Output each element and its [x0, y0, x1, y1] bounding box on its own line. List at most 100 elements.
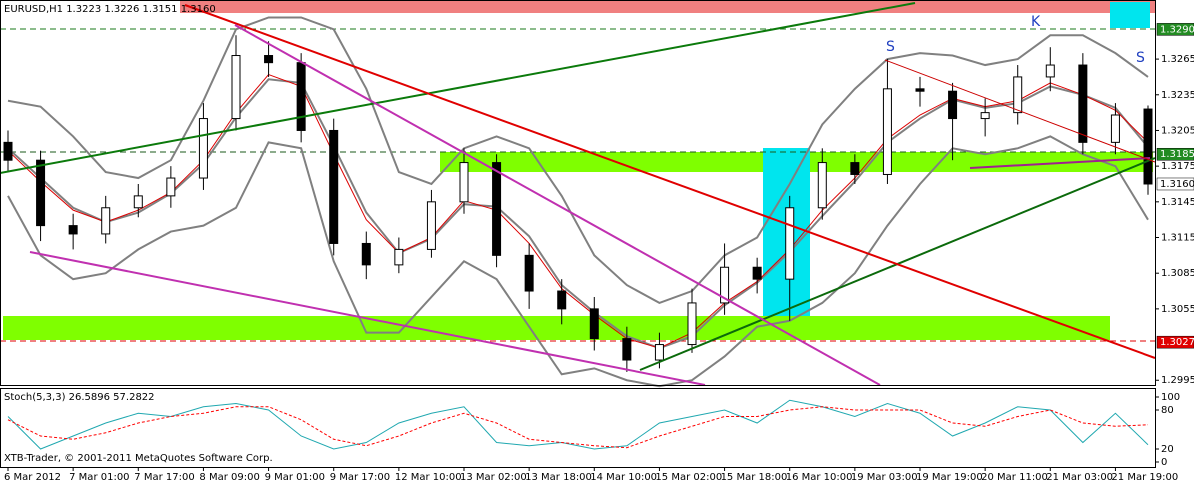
stochastic-line — [7, 399, 1149, 450]
price-label-box — [1156, 147, 1194, 161]
x-tick-label: 16 Mar 10:00 — [786, 472, 853, 483]
y-tick-label: 1.3145 — [1161, 197, 1194, 208]
candle-body — [1045, 64, 1055, 78]
candle-body — [296, 62, 306, 131]
footer: XTB-Trader, © 2001-2011 MetaQuotes Softw… — [4, 453, 273, 464]
candle-body — [492, 162, 502, 256]
x-tick-label: 21 Mar 03:00 — [1046, 472, 1113, 483]
candle-body — [882, 88, 892, 175]
price-label-box — [1156, 177, 1194, 191]
candle-body — [264, 55, 274, 64]
zone — [3, 316, 1110, 340]
trend-line — [969, 157, 1151, 169]
y-tick-label: 1.3175 — [1161, 161, 1194, 172]
indicator-line — [7, 78, 1149, 350]
candle-body — [1078, 64, 1088, 143]
candle-body — [850, 162, 860, 175]
trend-line — [234, 24, 881, 386]
candle-body — [557, 290, 567, 310]
pattern-label: K — [1031, 14, 1041, 30]
x-tick-label: 15 Mar 18:00 — [721, 472, 788, 483]
candle-body — [36, 159, 46, 227]
x-tick-label: 14 Mar 10:00 — [590, 472, 657, 483]
drawings — [0, 2, 1156, 386]
price-label: 1.3290 — [1160, 24, 1194, 35]
x-tick-label: 9 Mar 01:00 — [265, 472, 325, 483]
trend-line — [29, 251, 706, 386]
candle-body — [1143, 108, 1153, 185]
y-tick-label: 80 — [1161, 405, 1174, 416]
indicator-title: Stoch(5,3,3) 26.5896 57.2822 — [4, 392, 155, 403]
x-tick-label: 21 Mar 19:00 — [1111, 472, 1178, 483]
candle-body — [198, 118, 208, 179]
price-label: 1.3027 — [1160, 337, 1194, 348]
plot — [3, 16, 1153, 388]
indicator-line — [7, 135, 1149, 388]
frame — [0, 388, 1156, 468]
candle-body — [687, 302, 697, 346]
candle-body — [817, 162, 827, 209]
candle-body — [1110, 114, 1120, 143]
x-tick-label: 15 Mar 02:00 — [655, 472, 722, 483]
x-tick-label: 20 Mar 11:00 — [981, 472, 1048, 483]
y-tick-label: 100 — [1161, 392, 1180, 403]
candle-body — [980, 112, 990, 120]
x-tick-label: 12 Mar 10:00 — [395, 472, 462, 483]
x-tick-label: 19 Mar 03:00 — [851, 472, 918, 483]
trend-line — [884, 59, 1156, 163]
stochastic-line — [7, 406, 1149, 449]
candle-body — [622, 338, 632, 361]
pattern-label: S — [886, 39, 895, 55]
candle-body — [361, 242, 371, 266]
y-tick-label: 1.3205 — [1161, 125, 1194, 136]
candle-body — [654, 344, 664, 361]
trend-line — [0, 2, 916, 174]
candle-body — [166, 177, 176, 197]
price-label: 1.3185 — [1160, 149, 1194, 160]
x-tick-label: 6 Mar 2012 — [4, 472, 61, 483]
indicator-line — [7, 73, 1149, 349]
frame — [0, 0, 1156, 386]
zone — [180, 0, 1155, 13]
x-tick-label: 13 Mar 02:00 — [460, 472, 527, 483]
y-tick-label: 1.3265 — [1161, 54, 1194, 65]
y-tick-label: 0 — [1161, 457, 1167, 468]
candle-body — [68, 225, 78, 235]
price-label-box — [1156, 23, 1194, 36]
candle-body — [3, 141, 13, 161]
x-tick-label: 19 Mar 19:00 — [916, 472, 983, 483]
y-tick-label: 1.3085 — [1161, 268, 1194, 279]
candle-body — [101, 207, 111, 235]
y-tick-label: 1.3235 — [1161, 90, 1194, 101]
indicator-line — [7, 16, 1149, 305]
candle-body — [1013, 76, 1023, 114]
candle-body — [752, 266, 762, 280]
chart-title: EURUSD,H1 1.3223 1.3226 1.3151 1.3160 — [4, 4, 216, 15]
candle-body — [329, 129, 339, 244]
zone — [1110, 2, 1150, 28]
y-tick-label: 1.3055 — [1161, 304, 1194, 315]
candle-body — [133, 195, 143, 209]
candle-body — [394, 248, 404, 266]
price-label-box — [1156, 335, 1194, 349]
candle-body — [524, 254, 534, 292]
x-tick-label: 8 Mar 09:00 — [199, 472, 259, 483]
candle-body — [915, 88, 925, 92]
candle-body — [231, 55, 241, 120]
candle-body — [720, 266, 730, 304]
candle-body — [948, 90, 958, 120]
trend-line — [184, 4, 1156, 359]
candle-body — [459, 162, 469, 203]
candle-body — [785, 207, 795, 280]
y-tick-label: 1.3115 — [1161, 233, 1194, 244]
x-tick-label: 7 Mar 01:00 — [69, 472, 129, 483]
price-label: 1.3160 — [1160, 179, 1194, 190]
x-tick-label: 9 Mar 17:00 — [330, 472, 390, 483]
x-tick-label: 13 Mar 18:00 — [525, 472, 592, 483]
y-tick-label: 20 — [1161, 444, 1174, 455]
candle-body — [426, 201, 436, 250]
pattern-label: S — [1136, 50, 1145, 66]
x-tick-label: 7 Mar 17:00 — [134, 472, 194, 483]
